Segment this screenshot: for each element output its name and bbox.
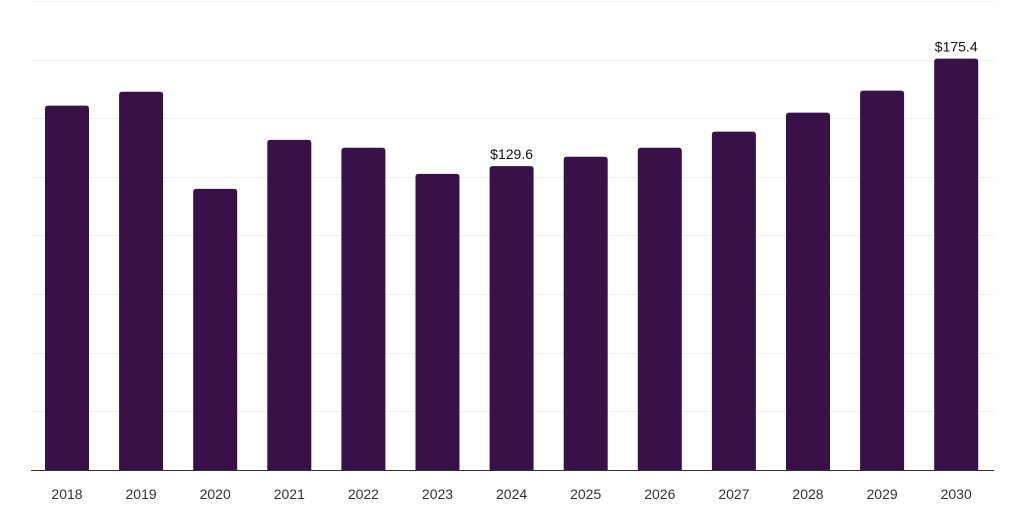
x-tick-label: 2030 bbox=[941, 486, 972, 502]
x-tick-label: 2022 bbox=[348, 486, 379, 502]
x-tick-label: 2019 bbox=[126, 486, 157, 502]
bar-2023 bbox=[415, 173, 460, 470]
x-tick-label: 2020 bbox=[200, 486, 231, 502]
data-labels: $129.6 $175.4 bbox=[490, 39, 978, 162]
x-tick-label: 2023 bbox=[422, 486, 453, 502]
bar-2019 bbox=[119, 91, 164, 471]
bar-2018 bbox=[45, 105, 89, 470]
x-tick-label: 2027 bbox=[718, 486, 749, 502]
x-tick-label: 2029 bbox=[867, 486, 898, 502]
bar-2030 bbox=[934, 58, 979, 470]
data-label-2030: $175.4 bbox=[935, 39, 978, 55]
bar-2021 bbox=[267, 139, 312, 470]
bar-2025 bbox=[563, 156, 608, 470]
bar-2020 bbox=[193, 188, 238, 470]
x-tick-label: 2025 bbox=[570, 486, 601, 502]
bar-2022 bbox=[341, 147, 386, 470]
x-tick-label: 2024 bbox=[496, 486, 527, 502]
x-tick-label: 2028 bbox=[792, 486, 823, 502]
bar-2026 bbox=[637, 147, 682, 470]
bar-2024 bbox=[489, 166, 534, 470]
bar-2028 bbox=[786, 112, 830, 470]
bar-2029 bbox=[860, 90, 905, 470]
bars bbox=[45, 58, 979, 471]
bar-2027 bbox=[711, 131, 756, 470]
x-tick-label: 2026 bbox=[644, 486, 675, 502]
x-tick-label: 2021 bbox=[274, 486, 305, 502]
x-tick-label: 2018 bbox=[51, 486, 82, 502]
data-label-2024: $129.6 bbox=[490, 146, 533, 162]
x-axis-tick-labels: 2018 2019 2020 2021 2022 2023 2024 2025 2026 2027… bbox=[51, 486, 972, 502]
